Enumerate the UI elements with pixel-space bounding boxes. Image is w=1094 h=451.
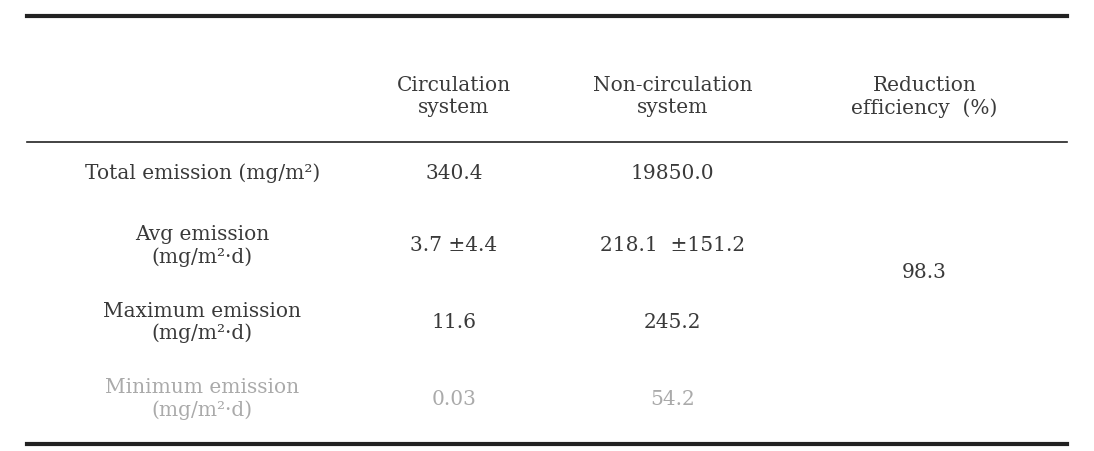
Text: 0.03: 0.03 [431,390,477,409]
Text: Total emission (mg/m²): Total emission (mg/m²) [84,164,321,184]
Text: Reduction
efficiency  (%): Reduction efficiency (%) [851,76,998,118]
Text: Circulation
system: Circulation system [397,77,511,117]
Text: 3.7 ±4.4: 3.7 ±4.4 [410,236,498,255]
Text: 19850.0: 19850.0 [631,164,714,183]
Text: 340.4: 340.4 [426,164,482,183]
Text: Avg emission
(mg/m²·d): Avg emission (mg/m²·d) [136,225,269,267]
Text: Non-circulation
system: Non-circulation system [593,77,753,117]
Text: 218.1  ±151.2: 218.1 ±151.2 [601,236,745,255]
Text: 245.2: 245.2 [644,313,701,332]
Text: Maximum emission
(mg/m²·d): Maximum emission (mg/m²·d) [104,302,301,343]
Text: 98.3: 98.3 [901,263,947,282]
Text: 54.2: 54.2 [651,390,695,409]
Text: 11.6: 11.6 [431,313,477,332]
Text: Minimum emission
(mg/m²·d): Minimum emission (mg/m²·d) [105,378,300,420]
